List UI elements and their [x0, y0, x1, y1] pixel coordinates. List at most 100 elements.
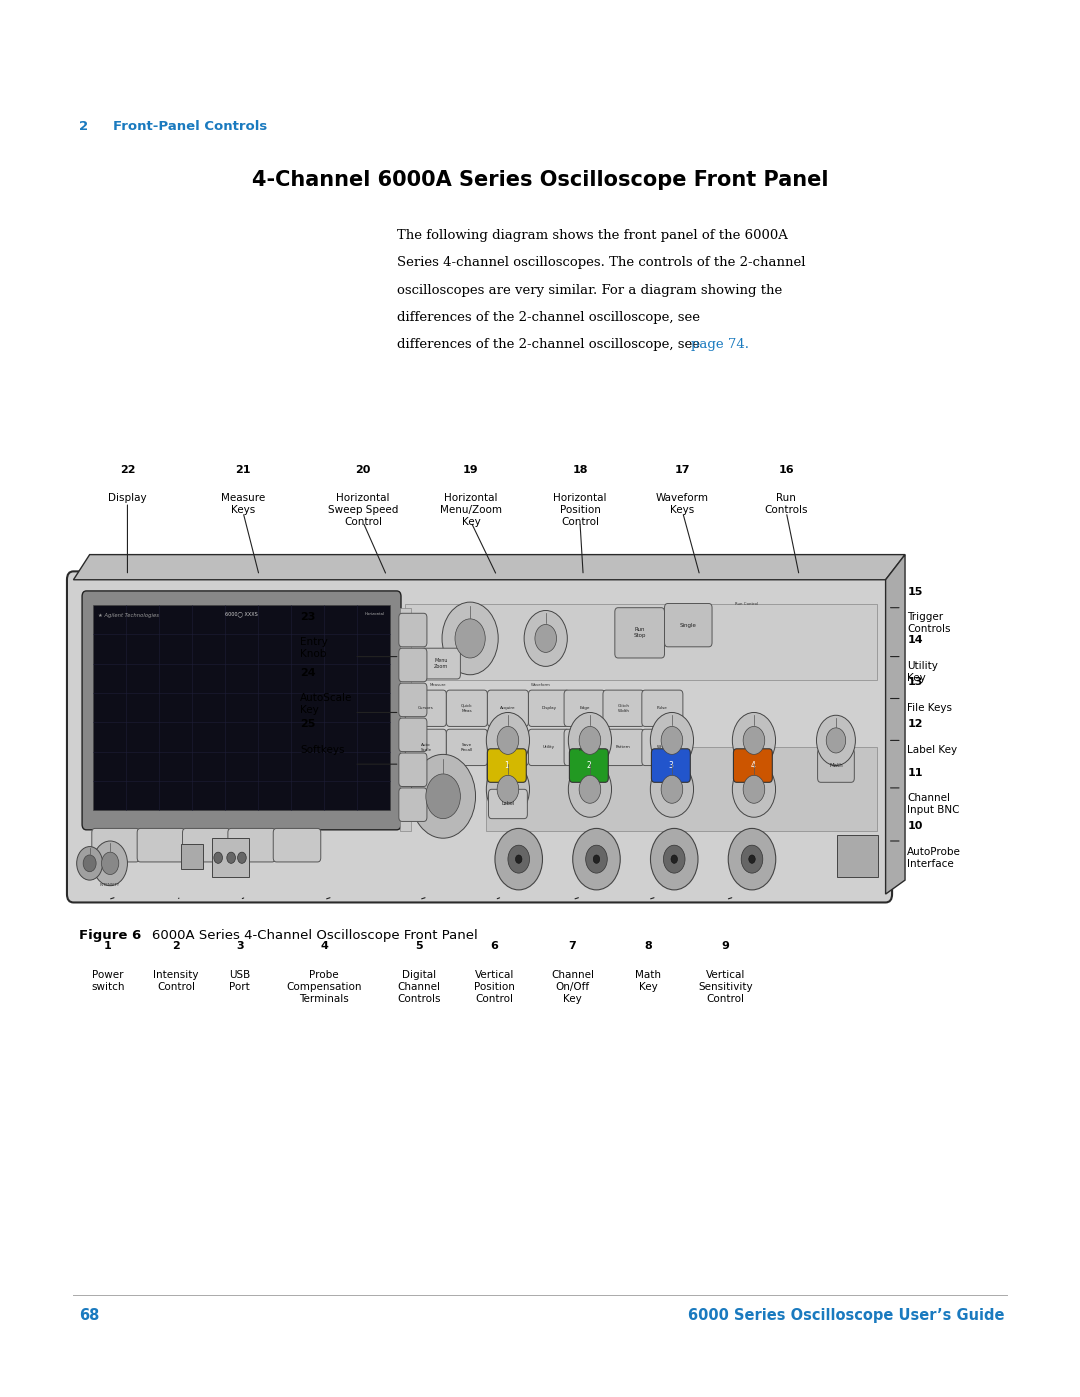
- Text: Utility
Key: Utility Key: [907, 661, 939, 683]
- FancyBboxPatch shape: [399, 788, 427, 821]
- Circle shape: [535, 624, 556, 652]
- Text: 22: 22: [120, 465, 135, 475]
- FancyBboxPatch shape: [569, 749, 608, 782]
- Text: Figure 6: Figure 6: [79, 929, 141, 942]
- Text: Cursors: Cursors: [418, 707, 434, 710]
- Circle shape: [650, 761, 693, 817]
- Text: Label: Label: [501, 802, 514, 806]
- Text: Single: Single: [679, 623, 697, 627]
- Circle shape: [732, 712, 775, 768]
- Text: Save
Recall: Save Recall: [461, 743, 473, 752]
- Circle shape: [227, 852, 235, 863]
- FancyBboxPatch shape: [564, 690, 605, 726]
- Bar: [93, 605, 390, 810]
- Text: differences of the 2-channel oscilloscope, see: differences of the 2-channel oscilloscop…: [397, 338, 704, 351]
- FancyBboxPatch shape: [446, 690, 487, 726]
- Text: Display: Display: [541, 707, 556, 710]
- Bar: [212, 838, 249, 877]
- Circle shape: [515, 855, 522, 863]
- FancyBboxPatch shape: [818, 749, 854, 782]
- Polygon shape: [73, 555, 905, 580]
- Text: Pattern: Pattern: [616, 746, 631, 749]
- Text: 23: 23: [300, 612, 315, 622]
- FancyBboxPatch shape: [405, 690, 446, 726]
- Text: 18: 18: [572, 465, 588, 475]
- FancyBboxPatch shape: [603, 690, 644, 726]
- Text: Label Key: Label Key: [907, 745, 957, 754]
- Text: 1: 1: [504, 761, 509, 770]
- Text: Display: Display: [108, 493, 147, 503]
- Circle shape: [732, 761, 775, 817]
- Text: Run
Stop: Run Stop: [634, 627, 646, 638]
- FancyBboxPatch shape: [603, 729, 644, 766]
- Circle shape: [214, 852, 222, 863]
- Circle shape: [455, 619, 485, 658]
- Circle shape: [486, 761, 529, 817]
- Circle shape: [748, 855, 755, 863]
- Text: Waveform
Keys: Waveform Keys: [656, 493, 710, 515]
- FancyBboxPatch shape: [487, 690, 528, 726]
- FancyBboxPatch shape: [487, 729, 528, 766]
- FancyBboxPatch shape: [615, 608, 664, 658]
- Text: Digital
Channel
Controls: Digital Channel Controls: [397, 970, 441, 1003]
- FancyBboxPatch shape: [733, 749, 772, 782]
- Text: Horizontal
Position
Control: Horizontal Position Control: [553, 493, 607, 527]
- Circle shape: [650, 828, 698, 890]
- Bar: [405, 604, 877, 680]
- Text: 6000 Series Oscilloscope User’s Guide: 6000 Series Oscilloscope User’s Guide: [688, 1308, 1004, 1323]
- Text: Probe
Compensation
Terminals: Probe Compensation Terminals: [286, 970, 362, 1003]
- Text: Front-Panel Controls: Front-Panel Controls: [113, 120, 268, 133]
- Text: The following diagram shows the front panel of the 6000A: The following diagram shows the front pa…: [397, 229, 788, 242]
- Text: 3: 3: [235, 942, 244, 951]
- Text: oscilloscopes are very similar. For a diagram showing the: oscilloscopes are very similar. For a di…: [397, 284, 783, 296]
- Text: 2: 2: [79, 120, 87, 133]
- FancyBboxPatch shape: [642, 690, 683, 726]
- FancyBboxPatch shape: [446, 729, 487, 766]
- Text: 21: 21: [235, 465, 251, 475]
- Text: Auto
Mode: Auto Mode: [579, 743, 590, 752]
- Text: 4-Channel 6000A Series Oscilloscope Front Panel: 4-Channel 6000A Series Oscilloscope Fron…: [252, 170, 828, 190]
- Text: 10: 10: [907, 821, 922, 831]
- Circle shape: [497, 726, 518, 754]
- Bar: [486, 747, 877, 831]
- Circle shape: [593, 855, 599, 863]
- Text: AutoProbe
Interface: AutoProbe Interface: [907, 847, 961, 869]
- Circle shape: [579, 726, 600, 754]
- Text: Channel
On/Off
Key: Channel On/Off Key: [551, 970, 594, 1003]
- FancyBboxPatch shape: [183, 828, 230, 862]
- Text: 16: 16: [779, 465, 794, 475]
- Text: Analog: Analog: [675, 749, 688, 753]
- Circle shape: [579, 775, 600, 803]
- Text: 4: 4: [751, 761, 755, 770]
- FancyBboxPatch shape: [488, 789, 527, 819]
- Text: 13: 13: [907, 678, 922, 687]
- Text: Series 4-channel oscilloscopes. The controls of the 2-channel: Series 4-channel oscilloscopes. The cont…: [397, 257, 806, 270]
- Text: Edge: Edge: [579, 707, 590, 710]
- Text: 6000A Series 4-Channel Oscilloscope Front Panel: 6000A Series 4-Channel Oscilloscope Fron…: [152, 929, 478, 942]
- Text: 4: 4: [320, 942, 328, 951]
- Text: 8: 8: [644, 942, 652, 951]
- Circle shape: [661, 775, 683, 803]
- FancyBboxPatch shape: [664, 604, 712, 647]
- Text: Channel
Input BNC: Channel Input BNC: [907, 793, 960, 816]
- Circle shape: [426, 774, 460, 819]
- Text: page 74.: page 74.: [691, 338, 750, 351]
- Circle shape: [442, 602, 498, 675]
- Text: differences of the 2-channel oscilloscope, see: differences of the 2-channel oscilloscop…: [397, 312, 704, 324]
- Circle shape: [743, 775, 765, 803]
- Text: 9: 9: [721, 942, 730, 951]
- Text: 3: 3: [669, 761, 673, 770]
- FancyBboxPatch shape: [399, 613, 427, 647]
- Text: Run Control: Run Control: [734, 602, 758, 606]
- Text: INTENSITY: INTENSITY: [100, 883, 120, 887]
- Bar: [181, 844, 203, 869]
- FancyBboxPatch shape: [528, 690, 569, 726]
- Text: 14: 14: [907, 636, 922, 645]
- Text: Waveform: Waveform: [530, 683, 550, 687]
- Text: Pulse: Pulse: [657, 707, 667, 710]
- Text: 17: 17: [675, 465, 690, 475]
- FancyBboxPatch shape: [137, 828, 185, 862]
- Circle shape: [102, 852, 119, 875]
- Text: Horizontal: Horizontal: [365, 612, 384, 616]
- Text: 6000◯ XXXS: 6000◯ XXXS: [225, 612, 258, 617]
